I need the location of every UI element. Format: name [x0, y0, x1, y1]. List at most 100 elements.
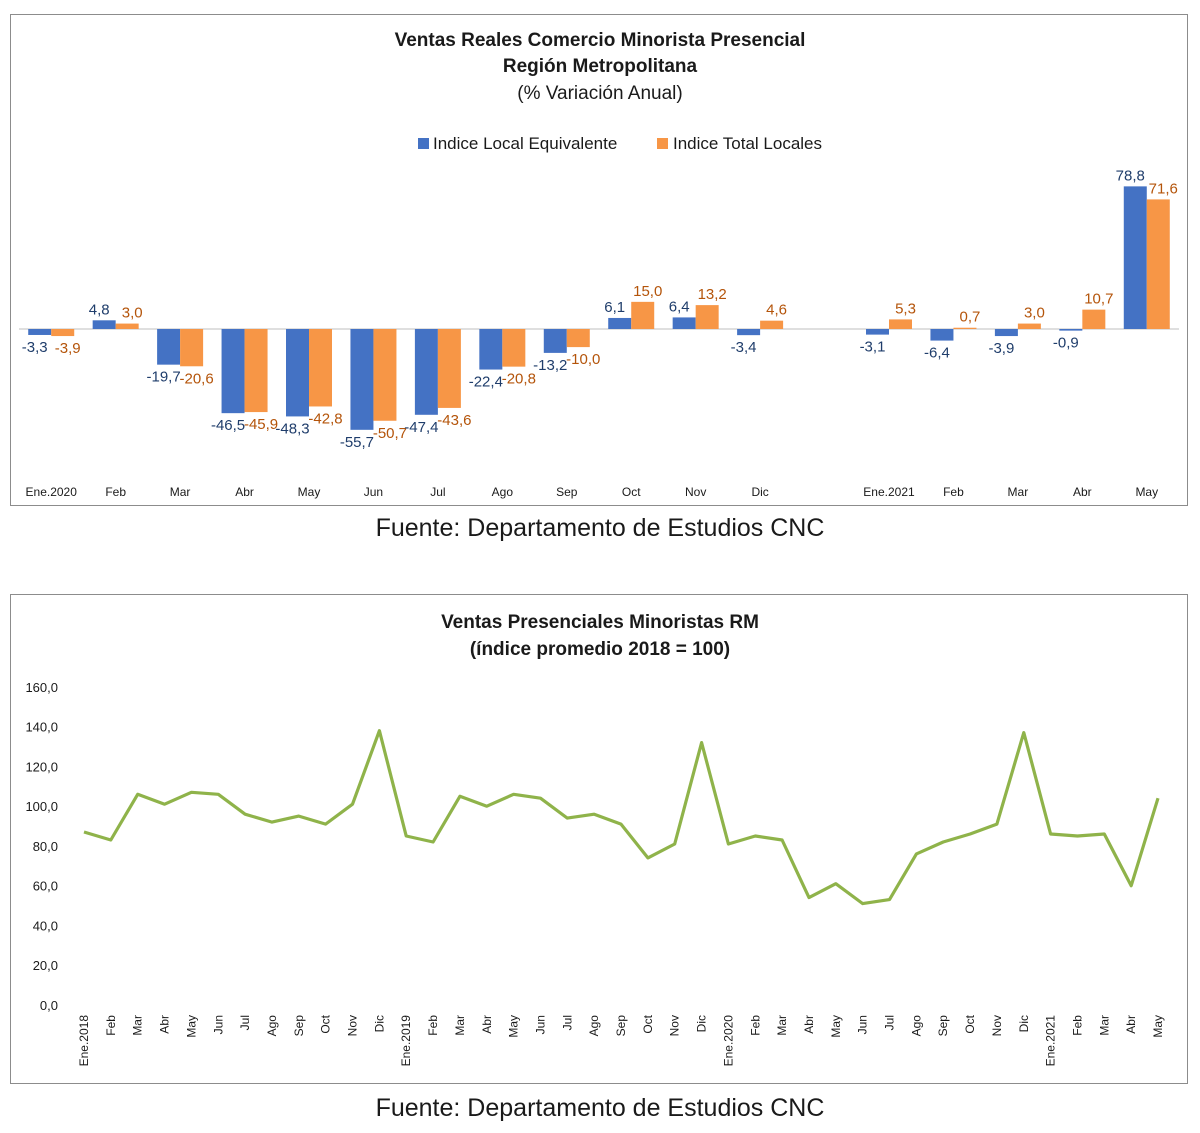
bar-total-locales	[115, 323, 139, 329]
x-tick-label: Ago	[265, 1015, 279, 1037]
bar-local-equivalente	[1123, 186, 1147, 329]
data-label: 4,8	[89, 301, 110, 318]
x-tick-label: Ene.2019	[399, 1015, 413, 1067]
data-label: -48,3	[275, 420, 309, 437]
bar-total-locales	[437, 329, 461, 408]
data-label: 3,0	[122, 305, 143, 322]
line-chart-panel: Ventas Presenciales Minoristas RM (índic…	[10, 594, 1188, 1084]
x-tick-label: Jun	[533, 1015, 547, 1034]
x-tick-label: Sep	[292, 1015, 306, 1037]
x-tick-label: Ene.2020	[721, 1015, 735, 1067]
legend-label-total: Indice Total Locales	[673, 134, 822, 153]
data-label: -50,7	[373, 425, 407, 442]
x-tick-label: Dic	[751, 485, 768, 499]
data-label: -6,4	[924, 345, 950, 362]
bar-local-equivalente	[221, 329, 245, 414]
bar-total-locales	[502, 329, 526, 367]
x-tick-label: Ago	[492, 485, 514, 499]
bar-total-locales	[1017, 323, 1041, 329]
x-tick-label: Jun	[364, 485, 383, 499]
bar-total-locales	[244, 329, 268, 413]
bar-local-equivalente	[866, 329, 889, 335]
line-chart-subtitle: (índice promedio 2018 = 100)	[470, 639, 730, 660]
x-tick-label: Dic	[1017, 1015, 1031, 1032]
x-tick-label: Feb	[426, 1015, 440, 1036]
bar-local-equivalente	[1059, 329, 1083, 331]
x-tick-label: Jun	[211, 1015, 225, 1034]
line-chart-plot: 0,0 20,0 40,0 60,0 80,0 100,0 120,0 140,0 160,0 E…	[25, 680, 1165, 1066]
data-label: 71,6	[1149, 180, 1178, 197]
data-label: 10,7	[1084, 291, 1113, 308]
bar-total-locales	[51, 329, 75, 337]
x-tick-label: May	[829, 1015, 843, 1038]
bar-total-locales	[180, 329, 204, 367]
data-label: -3,4	[731, 339, 757, 356]
x-tick-label: Mar	[775, 1015, 789, 1036]
x-tick-label: Jul	[560, 1015, 574, 1030]
legend-swatch-local	[418, 138, 429, 149]
data-label: -45,9	[244, 416, 278, 433]
bar-chart-panel: Ventas Reales Comercio Minorista Presenc…	[10, 14, 1188, 506]
x-tick-label: Ago	[587, 1015, 601, 1037]
x-tick-label: Mar	[170, 485, 191, 499]
y-tick-label: 20,0	[33, 958, 58, 973]
bar-local-equivalente	[930, 329, 954, 341]
bar-total-locales	[309, 329, 332, 407]
bar-local-equivalente	[157, 329, 181, 365]
y-tick-label: 40,0	[33, 918, 58, 933]
x-tick-label: Mar	[453, 1015, 467, 1036]
x-tick-label: Oct	[319, 1014, 333, 1033]
bar-total-locales	[1146, 199, 1170, 329]
legend-label-local: Indice Local Equivalente	[433, 134, 617, 153]
x-tick-label: Dic	[372, 1015, 386, 1032]
data-label: -3,1	[860, 339, 886, 356]
data-label: -43,6	[437, 412, 471, 429]
x-tick-label: Nov	[990, 1015, 1004, 1036]
data-label: -3,9	[55, 340, 81, 357]
x-tick-label: Ago	[909, 1015, 923, 1037]
data-label: 4,6	[766, 302, 787, 319]
bar-local-equivalente	[994, 329, 1018, 337]
x-tick-label: Mar	[131, 1015, 145, 1036]
data-label: 3,0	[1024, 305, 1045, 322]
data-label: 5,3	[895, 300, 916, 317]
bar-chart-subtitle: (% Variación Anual)	[517, 83, 682, 104]
x-tick-label: Dic	[695, 1015, 709, 1032]
bar-local-equivalente	[414, 329, 438, 415]
x-tick-label: Abr	[1073, 485, 1092, 499]
y-tick-label: 0,0	[40, 998, 58, 1013]
bar-local-equivalente	[608, 317, 632, 329]
x-tick-label: Sep	[936, 1015, 950, 1037]
x-tick-label: Feb	[1070, 1015, 1084, 1036]
data-label: -19,7	[147, 369, 181, 386]
legend-swatch-total	[657, 138, 668, 149]
bar-total-locales	[695, 305, 719, 329]
bar-total-locales	[953, 327, 977, 329]
bar-local-equivalente	[479, 329, 503, 370]
x-tick-label: Oct	[641, 1014, 655, 1033]
data-label: 6,1	[604, 299, 625, 316]
x-tick-label: Ene.2018	[77, 1015, 91, 1067]
x-tick-label: Ene.2021	[1044, 1015, 1058, 1067]
data-label: 6,4	[669, 298, 690, 315]
x-tick-label: Abr	[158, 1015, 172, 1034]
x-tick-label: May	[1151, 1015, 1165, 1038]
bar-local-equivalente	[28, 329, 52, 335]
data-label: 78,8	[1116, 167, 1145, 184]
x-tick-label: Feb	[105, 485, 126, 499]
y-tick-label: 140,0	[25, 720, 58, 735]
data-label: -22,4	[469, 374, 503, 391]
x-tick-label: Nov	[346, 1015, 360, 1036]
x-tick-label: Jul	[238, 1015, 252, 1030]
data-label: 13,2	[698, 286, 727, 303]
y-tick-label: 160,0	[25, 680, 58, 695]
x-tick-label: Oct	[622, 485, 641, 499]
bar-total-locales	[566, 329, 590, 348]
bar-local-equivalente	[350, 329, 374, 430]
x-tick-label: Nov	[685, 485, 706, 499]
bar-local-equivalente	[737, 329, 761, 336]
x-tick-label: Ene.2020	[26, 485, 78, 499]
x-tick-label: Jul	[883, 1015, 897, 1030]
bar-local-equivalente	[286, 329, 309, 417]
data-label: -13,2	[533, 357, 567, 374]
